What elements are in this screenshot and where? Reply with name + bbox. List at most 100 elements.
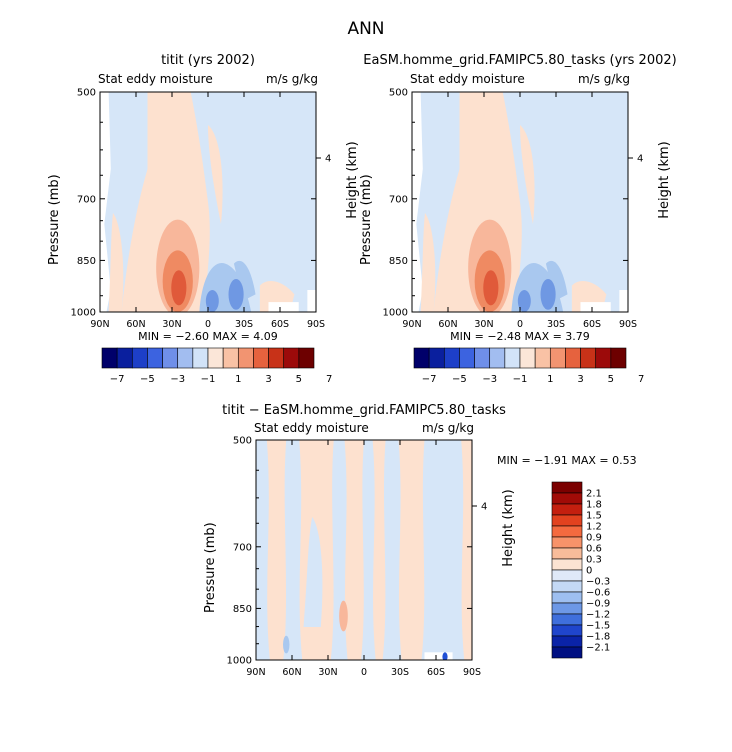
colorbar-box xyxy=(551,514,583,527)
colorbar-box xyxy=(551,525,583,538)
colorbar-box xyxy=(443,347,460,369)
y-tick-label: 500 xyxy=(389,88,408,99)
colorbar-box xyxy=(551,613,583,626)
x-tick-label: 60N xyxy=(282,667,301,678)
x-tick-label: 30S xyxy=(391,667,409,678)
colorbar-box xyxy=(147,347,163,369)
colorbar-label: −1.2 xyxy=(586,610,610,621)
colorbar-label: 0.6 xyxy=(586,544,602,555)
negative-region-2 xyxy=(545,260,568,301)
negative-core-2 xyxy=(205,290,219,312)
negative-band-5 xyxy=(382,440,402,660)
y-axis-label-right: Height (km) xyxy=(345,141,360,218)
x-tick-label: 90N xyxy=(246,667,265,678)
colorbar-box xyxy=(413,347,430,369)
colorbar-box xyxy=(459,347,475,369)
colorbar-box xyxy=(565,347,581,369)
colorbar-label: −1.5 xyxy=(586,621,610,632)
y-tick-label: 850 xyxy=(389,256,408,267)
y-axis-label: Pressure (mb) xyxy=(203,522,218,613)
colorbar-box xyxy=(595,347,612,369)
colorbar-label: 1.2 xyxy=(586,522,602,533)
heatmap-field xyxy=(412,92,628,312)
positive-core-3 xyxy=(171,270,187,306)
x-tick-label: 60S xyxy=(427,667,445,678)
x-tick-label: 60S xyxy=(271,319,289,330)
colorbar-label: 3 xyxy=(577,374,583,385)
stats-text: MIN = −1.91 MAX = 0.53 xyxy=(497,454,637,467)
colorbar-label: 1.5 xyxy=(586,511,602,522)
x-tick-label: 60N xyxy=(126,319,145,330)
colorbar-label: −2.1 xyxy=(586,643,610,654)
stats-text: MIN = −2.60 MAX = 4.09 xyxy=(138,330,278,343)
y-right-tick-label: 4 xyxy=(325,154,331,165)
colorbar-box xyxy=(222,347,239,369)
colorbar-box xyxy=(207,347,224,369)
panel-subtitle-right: m/s g/kg xyxy=(266,72,318,86)
colorbar-label: −7 xyxy=(110,374,125,385)
colorbar-label: 5 xyxy=(296,374,302,385)
negative-region-2 xyxy=(233,260,256,301)
x-tick-label: 60N xyxy=(438,319,457,330)
x-tick-label: 0 xyxy=(205,319,211,330)
negative-core-2 xyxy=(442,652,448,660)
negative-core-2 xyxy=(517,290,531,312)
colorbar-box xyxy=(162,347,179,369)
colorbar-box xyxy=(237,347,254,369)
heatmap-field xyxy=(256,440,472,660)
colorbar-box xyxy=(504,347,521,369)
colorbar-box xyxy=(551,536,583,549)
negative-band-extra xyxy=(303,517,323,627)
stats-text: MIN = −2.48 MAX = 3.79 xyxy=(450,330,590,343)
y-axis-label-right: Height (km) xyxy=(657,141,672,218)
positive-core-3 xyxy=(483,270,499,306)
panels: titit (yrs 2002) Stat eddy moisture m/s g/… xyxy=(47,53,677,678)
y-tick-label: 700 xyxy=(389,194,408,205)
y-tick-label: 700 xyxy=(233,542,252,553)
colorbar-box xyxy=(551,547,583,560)
colorbar-box xyxy=(551,624,583,637)
positive-region-mid xyxy=(520,125,535,224)
negative-band-4 xyxy=(361,440,376,660)
colorbar-box xyxy=(551,591,583,604)
x-tick-label: 30S xyxy=(547,319,565,330)
colorbar-label: −0.6 xyxy=(586,588,610,599)
colorbar-box xyxy=(101,347,118,369)
x-tick-label: 90N xyxy=(90,319,109,330)
colorbar-label: −5 xyxy=(140,374,155,385)
y-axis-label-right: Height (km) xyxy=(501,489,516,566)
colorbar-box xyxy=(551,646,583,659)
panel-subtitle-right: m/s g/kg xyxy=(578,72,630,86)
negative-band-1 xyxy=(256,440,270,660)
colorbar-label: −5 xyxy=(452,374,467,385)
panel-title: EaSM.homme_grid.FAMIPC5.80_tasks (yrs 20… xyxy=(363,53,676,68)
x-tick-label: 0 xyxy=(361,667,367,678)
y-tick-label: 500 xyxy=(233,436,252,447)
colorbar-label: 7 xyxy=(326,374,332,385)
colorbar-box xyxy=(534,347,551,369)
colorbar-label: −1 xyxy=(513,374,528,385)
field-mask-left xyxy=(412,92,423,312)
panel-subtitle-right: m/s g/kg xyxy=(422,421,474,435)
x-tick-label: 90N xyxy=(402,319,421,330)
positive-region-north xyxy=(108,213,124,312)
colorbar-box xyxy=(489,347,506,369)
y-tick-label: 1000 xyxy=(227,656,252,667)
colorbar-box xyxy=(253,347,269,369)
colorbar-label: 0.9 xyxy=(586,533,602,544)
negative-band-6 xyxy=(421,440,465,660)
x-tick-label: 30N xyxy=(474,319,493,330)
colorbar-box xyxy=(192,347,209,369)
negative-core-1 xyxy=(283,635,290,654)
colorbar-box xyxy=(551,580,583,593)
y-tick-label: 1000 xyxy=(71,308,96,319)
panel-subtitle-left: Stat eddy moisture xyxy=(410,72,525,86)
x-tick-label: 60S xyxy=(583,319,601,330)
colorbar-box xyxy=(551,602,583,615)
panel-subtitle-left: Stat eddy moisture xyxy=(98,72,213,86)
colorbar-box xyxy=(131,347,148,369)
colorbar: −7 −5 −3 −1 1 3 5 7 xyxy=(413,347,644,385)
field-mask-antarctica xyxy=(580,302,611,312)
x-tick-label: 90S xyxy=(463,667,481,678)
